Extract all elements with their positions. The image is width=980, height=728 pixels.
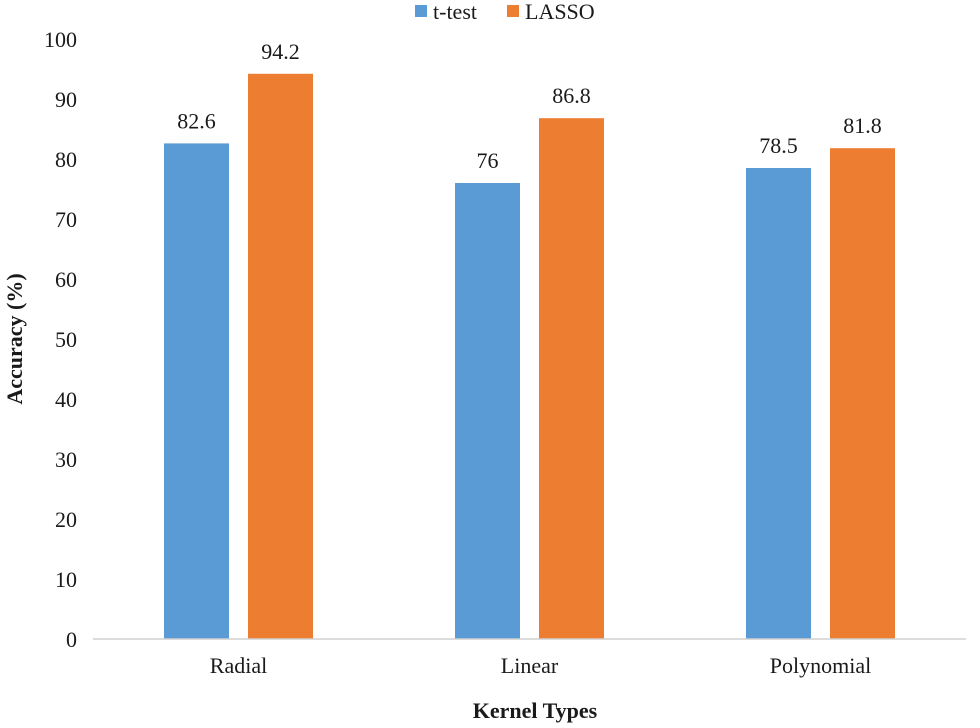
y-tick-label: 30 <box>55 447 77 472</box>
y-tick-label: 0 <box>66 627 77 652</box>
data-label-t-test-linear: 76 <box>477 148 499 173</box>
x-axis-ticks: Radial Linear Polynomial <box>210 653 871 678</box>
data-label-lasso-radial: 94.2 <box>261 39 300 64</box>
data-label-lasso-polynomial: 81.8 <box>843 113 882 138</box>
legend: t-test LASSO <box>415 0 595 24</box>
legend-label-t-test: t-test <box>433 0 477 24</box>
y-tick-label: 50 <box>55 327 77 352</box>
data-label-lasso-linear: 86.8 <box>552 83 591 108</box>
x-axis-title: Kernel Types <box>473 698 598 723</box>
y-axis-ticks: 0 10 20 30 40 50 60 70 80 90 100 <box>44 27 77 652</box>
y-tick-label: 10 <box>55 567 77 592</box>
y-tick-label: 40 <box>55 387 77 412</box>
y-tick-label: 20 <box>55 507 77 532</box>
y-tick-label: 60 <box>55 267 77 292</box>
bar-lasso-radial <box>248 73 313 640</box>
bar-lasso-linear <box>539 118 604 639</box>
y-axis-title: Accuracy (%) <box>2 273 27 404</box>
bar-t-test-polynomial <box>746 168 811 639</box>
legend-swatch-t-test <box>415 5 427 17</box>
y-tick-label: 80 <box>55 147 77 172</box>
y-tick-label: 70 <box>55 207 77 232</box>
data-label-t-test-polynomial: 78.5 <box>759 133 798 158</box>
bar-lasso-polynomial <box>830 148 895 639</box>
x-tick-label-polynomial: Polynomial <box>770 653 871 678</box>
bars <box>164 73 895 640</box>
bar-t-test-linear <box>455 183 520 639</box>
y-tick-label: 90 <box>55 87 77 112</box>
data-label-t-test-radial: 82.6 <box>177 108 216 133</box>
legend-swatch-lasso <box>507 5 519 17</box>
legend-label-lasso: LASSO <box>525 0 595 24</box>
y-tick-label: 100 <box>44 27 77 52</box>
data-labels: 82.6 94.2 76 86.8 78.5 81.8 <box>177 39 882 173</box>
bar-t-test-radial <box>164 143 229 639</box>
x-tick-label-radial: Radial <box>210 653 267 678</box>
x-tick-label-linear: Linear <box>501 653 559 678</box>
